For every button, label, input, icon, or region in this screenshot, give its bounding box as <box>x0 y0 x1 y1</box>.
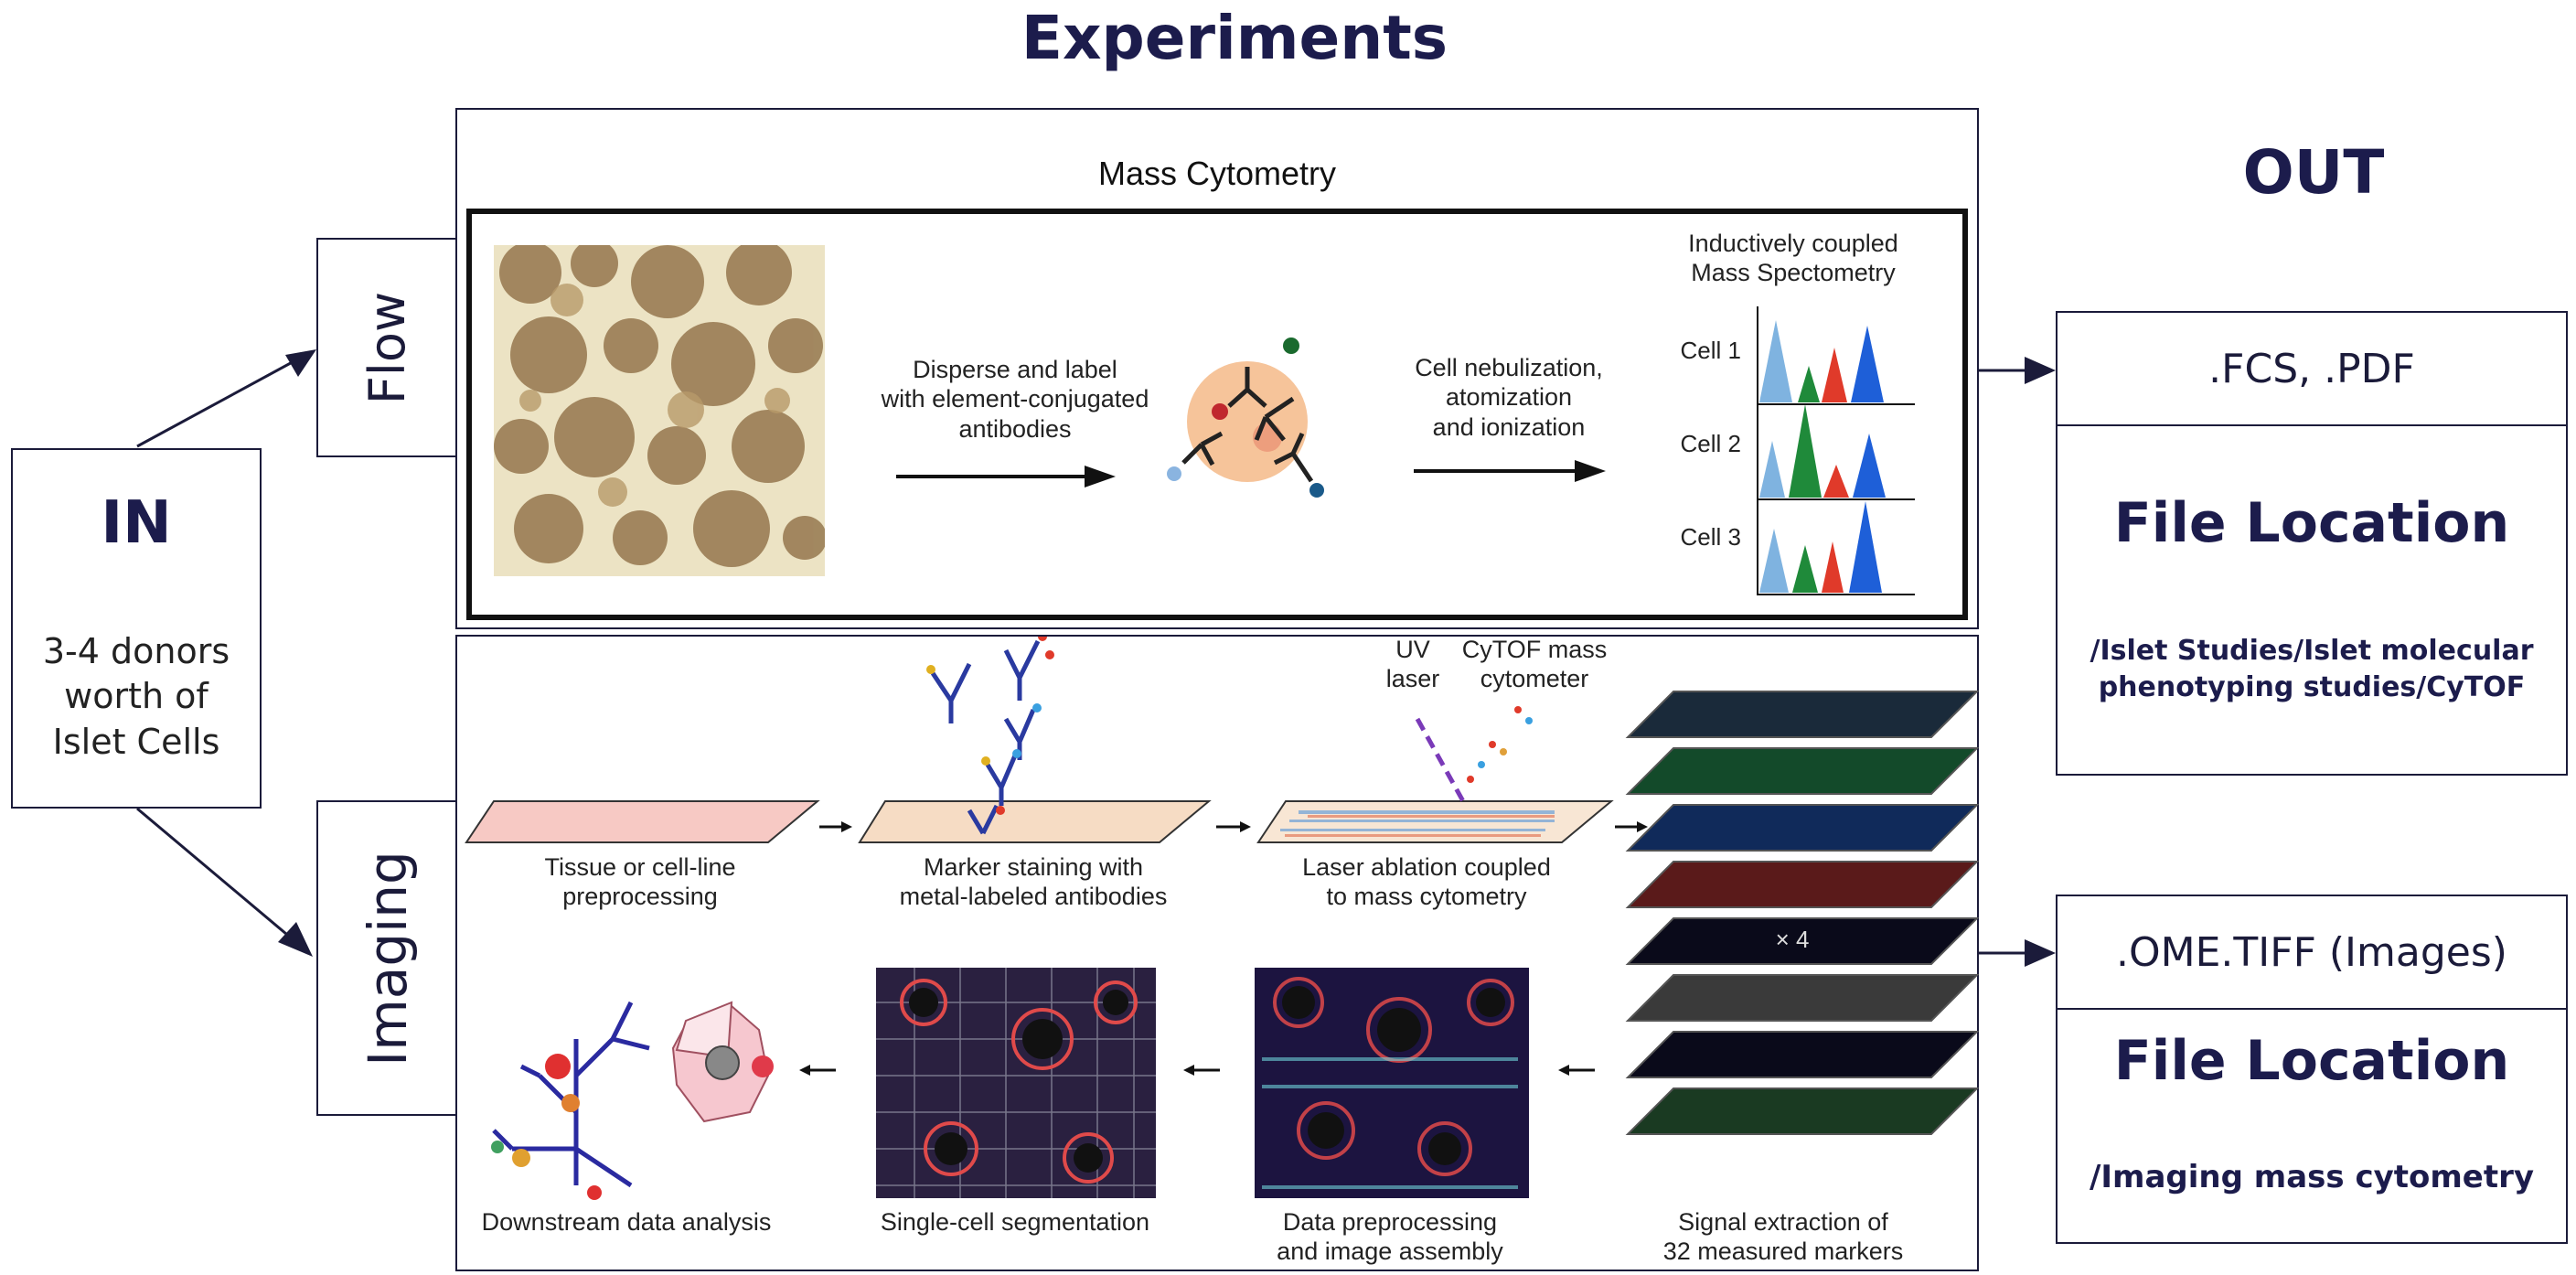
step-nebulization-label: Cell nebulization, atomization and ioniz… <box>1415 354 1603 441</box>
arrow-icon <box>896 466 1116 488</box>
downstream-tree-nodes <box>491 1054 602 1200</box>
labeled-cell-icon <box>1167 338 1324 498</box>
cell-3-spectrum <box>1757 497 1915 595</box>
step-signal-label: Signal extraction of 32 measured markers <box>1662 1208 1904 1266</box>
ion-dots <box>1467 706 1533 783</box>
imaging-workflow-graphics <box>465 637 1980 1200</box>
in-to-flow-arrow <box>136 351 310 448</box>
input-box: IN 3-4 donors worth of Islet Cells <box>11 448 262 809</box>
antibody-tags <box>926 637 1054 815</box>
out-title: OUT <box>2242 136 2385 208</box>
step-ablation-label: Laser ablation coupled to mass cytometry <box>1302 853 1551 911</box>
cell-3-label: Cell 3 <box>1680 523 1741 551</box>
uv-laser-beam <box>1415 717 1466 803</box>
mass-cytometry-panel: Mass Cytometry Disperse and label with e… <box>455 108 1979 629</box>
downstream-tree-icon <box>492 1001 650 1188</box>
marker-layers <box>1625 691 1980 1135</box>
segmentation-image <box>876 968 1156 1198</box>
in-to-imaging-arrowhead <box>278 922 313 957</box>
cell-1-label: Cell 1 <box>1680 337 1741 364</box>
icpms-label: Inductively coupled Mass Spectometry <box>1688 230 1898 287</box>
step-data-label: Data preprocessing and image assembly <box>1277 1208 1503 1266</box>
flow-output-box: .FCS, .PDF File Location /Islet Studies/… <box>2056 311 2568 776</box>
cytof-label: CyTOF mass cytometer <box>1461 636 1608 693</box>
imaging-label: Imaging <box>357 850 419 1066</box>
cell-2-spectrum <box>1757 402 1915 500</box>
imaging-file-path: /Imaging mass cytometry <box>2089 1159 2535 1195</box>
flow-label: Flow <box>358 291 417 404</box>
downstream-cluster-icon <box>671 1001 774 1123</box>
step-segmentation-label: Single-cell segmentation <box>880 1208 1150 1236</box>
mass-cytometry-title: Mass Cytometry <box>1097 155 1337 192</box>
mass-cytometry-inner-frame <box>466 209 1968 620</box>
step-disperse-label: Disperse and label with element-conjugat… <box>881 356 1149 443</box>
input-description: 3-4 donors worth of Islet Cells <box>42 630 230 762</box>
arrow-icon <box>1414 460 1606 482</box>
in-to-flow-arrowhead <box>285 349 316 377</box>
imaging-label-box: Imaging <box>316 800 459 1116</box>
flow-label-box: Flow <box>316 238 459 457</box>
page-title: Experiments <box>1021 2 1448 73</box>
imaging-file-location-title: File Location <box>2113 1029 2510 1093</box>
imaging-panel: UV laser CyTOF mass cytometer Tissue or … <box>455 635 1980 1271</box>
flow-file-path: /Islet Studies/Islet molecular phenotypi… <box>2090 634 2534 704</box>
flow-file-location-title: File Location <box>2113 491 2510 555</box>
input-title: IN <box>101 489 172 557</box>
tissue-sheet <box>465 800 820 843</box>
cell-1-spectrum <box>1757 306 1915 405</box>
cell-2-label: Cell 2 <box>1680 430 1741 457</box>
imaging-output-box: .OME.TIFF (Images) File Location /Imagin… <box>2056 895 2568 1244</box>
uv-laser-label: UV laser <box>1385 636 1440 693</box>
in-to-imaging-arrow <box>136 807 299 946</box>
flow-output-format: .FCS, .PDF <box>2058 313 2566 426</box>
step-downstream-label: Downstream data analysis <box>481 1208 772 1236</box>
mass-spectra-plot <box>1757 306 1915 595</box>
marker-sheet <box>858 800 1212 843</box>
islet-microscopy-image <box>494 245 825 576</box>
layer-multiplier-label: × 4 <box>1775 926 1810 953</box>
imaging-output-format: .OME.TIFF (Images) <box>2058 896 2566 1010</box>
step-tissue-label: Tissue or cell-line preprocessing <box>544 853 736 911</box>
data-preprocessing-image <box>1255 968 1529 1198</box>
step-marker-label: Marker staining with metal-labeled antib… <box>899 853 1168 911</box>
